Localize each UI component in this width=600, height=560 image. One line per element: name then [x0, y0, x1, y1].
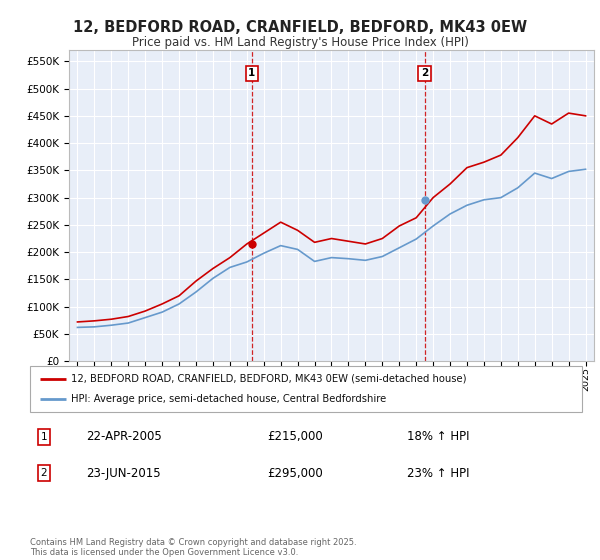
- Text: 12, BEDFORD ROAD, CRANFIELD, BEDFORD, MK43 0EW: 12, BEDFORD ROAD, CRANFIELD, BEDFORD, MK…: [73, 20, 527, 35]
- Text: 22-APR-2005: 22-APR-2005: [86, 431, 162, 444]
- Text: 2: 2: [40, 468, 47, 478]
- Text: 1: 1: [248, 68, 256, 78]
- Text: 1: 1: [40, 432, 47, 442]
- Text: £215,000: £215,000: [267, 431, 323, 444]
- Text: Price paid vs. HM Land Registry's House Price Index (HPI): Price paid vs. HM Land Registry's House …: [131, 36, 469, 49]
- Text: Contains HM Land Registry data © Crown copyright and database right 2025.
This d: Contains HM Land Registry data © Crown c…: [30, 538, 356, 557]
- Text: 23% ↑ HPI: 23% ↑ HPI: [407, 466, 470, 480]
- Text: 18% ↑ HPI: 18% ↑ HPI: [407, 431, 470, 444]
- Text: 23-JUN-2015: 23-JUN-2015: [86, 466, 161, 480]
- Text: 2: 2: [421, 68, 428, 78]
- Text: HPI: Average price, semi-detached house, Central Bedfordshire: HPI: Average price, semi-detached house,…: [71, 394, 386, 404]
- Text: £295,000: £295,000: [267, 466, 323, 480]
- Text: 12, BEDFORD ROAD, CRANFIELD, BEDFORD, MK43 0EW (semi-detached house): 12, BEDFORD ROAD, CRANFIELD, BEDFORD, MK…: [71, 374, 467, 384]
